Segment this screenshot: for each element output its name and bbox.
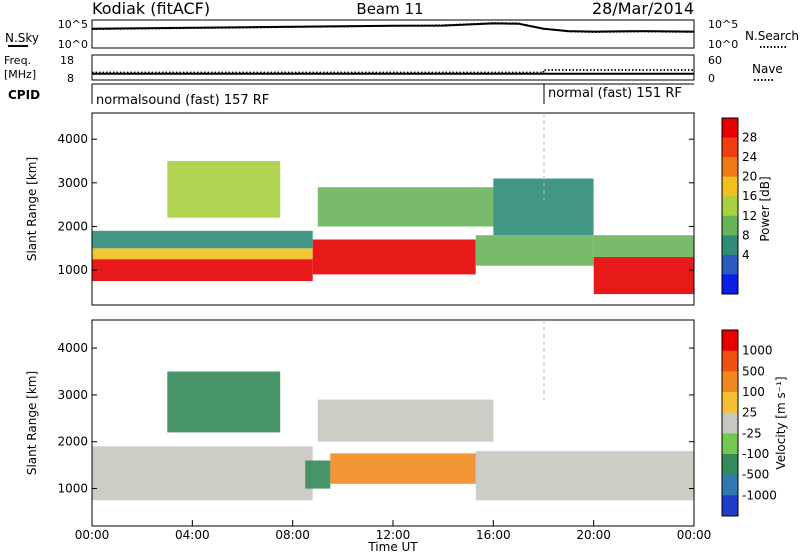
xtick-label-4: 16:00 [476, 528, 511, 542]
velocity-colorbar-tick-6: -500 [742, 468, 769, 482]
power-band-1 [92, 248, 313, 260]
velocity-colorbar-swatch-4 [722, 412, 738, 434]
power-colorbar-swatch-2 [722, 157, 738, 178]
nave-right-tick-top: 60 [708, 54, 722, 67]
noise-panel: N.Sky 10^5 10^0 10^5 10^0 N.Search [5, 18, 799, 51]
noise-right-tick-top: 10^5 [708, 18, 738, 31]
velocity-band-1 [330, 453, 476, 484]
noise-left-tick-top: 10^5 [58, 18, 88, 31]
noise-left-tick-bottom: 10^0 [58, 38, 88, 51]
cpid-panel: CPID normalsound (fast) 157 RF normal (f… [8, 83, 694, 108]
velocity-ytick-label-2: 3000 [57, 388, 88, 402]
power-colorbar-tick-6: 4 [742, 248, 750, 262]
velocity-ytick-label-1: 2000 [57, 435, 88, 449]
velocity-band-5 [317, 399, 494, 442]
power-band-4 [475, 235, 594, 266]
xtick-label-5: 20:00 [576, 528, 611, 542]
nave-right-tick-bottom: 0 [708, 72, 715, 85]
noise-right-label: N.Search [745, 29, 799, 43]
power-band-5 [593, 257, 694, 295]
power-band-0 [92, 259, 313, 281]
power-band-8 [317, 187, 494, 227]
velocity-colorbar-swatch-3 [722, 392, 738, 414]
power-colorbar-swatch-5 [722, 215, 738, 236]
velocity-colorbar-tick-3: 25 [742, 406, 757, 420]
noise-right-tick-bottom: 10^0 [708, 38, 738, 51]
velocity-colorbar-tick-4: -25 [742, 426, 762, 440]
freq-left-tick-bottom: 8 [67, 72, 74, 85]
velocity-colorbar-swatch-5 [722, 433, 738, 455]
power-colorbar-tick-2: 20 [742, 170, 757, 184]
velocity-colorbar-swatch-6 [722, 454, 738, 476]
power-panel: 1000 2000 3000 4000 Slant Range [km] 28 24 20… [25, 112, 772, 306]
power-ytick-label-0: 1000 [57, 263, 88, 277]
velocity-colorbar-tick-5: -100 [742, 447, 769, 461]
xtick-label-2: 08:00 [275, 528, 310, 542]
beam-title: Beam 11 [356, 0, 423, 18]
velocity-colorbar-swatch-1 [722, 350, 738, 372]
velocity-ytick-label-0: 1000 [57, 482, 88, 496]
velocity-ylabel: Slant Range [km] [25, 371, 39, 475]
velocity-colorbar-swatch-8 [722, 495, 738, 517]
noise-series-search [91, 22, 695, 33]
power-colorbar-frame [721, 117, 739, 295]
power-colorbar-tick-5: 8 [742, 228, 750, 242]
xtick-label-1: 04:00 [175, 528, 210, 542]
freq-left-tick-top: 18 [60, 54, 74, 67]
power-colorbar-tick-3: 16 [742, 189, 757, 203]
nave-right-label: Nave [752, 62, 783, 76]
power-colorbar-tick-1: 24 [742, 150, 757, 164]
power-ytick-label-2: 3000 [57, 176, 88, 190]
power-colorbar-swatch-0 [722, 118, 738, 139]
power-colorbar-swatch-8 [722, 274, 738, 295]
power-band-2 [92, 230, 313, 249]
power-colorbar-swatch-7 [722, 254, 738, 275]
velocity-band-3 [475, 451, 694, 501]
velocity-colorbar-frame [721, 329, 739, 517]
cpid-label: CPID [8, 88, 40, 102]
frequency-panel: Freq. [MHz] 18 8 60 0 Nave [4, 54, 783, 85]
velocity-colorbar-label: Velocity [m s⁻¹] [774, 376, 788, 469]
power-colorbar-tick-0: 28 [742, 131, 757, 145]
velocity-panel: 1000 2000 3000 4000 Slant Range [km] 1000 50… [25, 319, 788, 554]
velocity-colorbar-tick-2: 100 [742, 385, 765, 399]
station-title: Kodiak (fitACF) [92, 0, 210, 18]
velocity-ytick-label-3: 4000 [57, 341, 88, 355]
power-colorbar-tick-4: 12 [742, 209, 757, 223]
power-ytick-label-3: 4000 [57, 132, 88, 146]
power-colorbar-swatch-4 [722, 196, 738, 217]
xtick-label-0: 00:00 [75, 528, 110, 542]
power-ylabel: Slant Range [km] [25, 157, 39, 261]
power-band-6 [593, 235, 694, 257]
cpid-segment-2: normal (fast) 151 RF [548, 86, 682, 101]
power-colorbar-swatch-6 [722, 235, 738, 256]
freq-left-unit: [MHz] [4, 68, 36, 81]
velocity-band-2 [305, 460, 331, 489]
power-colorbar-swatch-3 [722, 176, 738, 197]
velocity-colorbar-swatch-0 [722, 330, 738, 352]
velocity-band-0 [92, 446, 313, 501]
power-colorbar-label: Power [dB] [758, 176, 772, 241]
velocity-band-4 [167, 371, 281, 433]
power-band-7 [167, 161, 281, 218]
cpid-segment-1: normalsound (fast) 157 RF [96, 93, 269, 108]
velocity-colorbar-swatch-7 [722, 474, 738, 496]
power-band-9 [493, 178, 594, 236]
power-colorbar-swatch-1 [722, 137, 738, 158]
velocity-colorbar-swatch-2 [722, 371, 738, 393]
xtick-label-3: 12:00 [376, 528, 411, 542]
xtick-label-6: 00:00 [677, 528, 712, 542]
velocity-colorbar-tick-7: -1000 [742, 488, 777, 502]
freq-left-label: Freq. [4, 54, 31, 67]
power-ytick-label-1: 2000 [57, 219, 88, 233]
noise-left-label: N.Sky [5, 31, 39, 45]
power-band-3 [312, 239, 476, 275]
velocity-colorbar-tick-0: 1000 [742, 344, 773, 358]
date-title: 28/Mar/2014 [592, 0, 694, 18]
noise-series-sky [91, 22, 695, 33]
velocity-colorbar-tick-1: 500 [742, 364, 765, 378]
x-axis-title: Time UT [367, 540, 418, 554]
nave-series [92, 69, 694, 74]
